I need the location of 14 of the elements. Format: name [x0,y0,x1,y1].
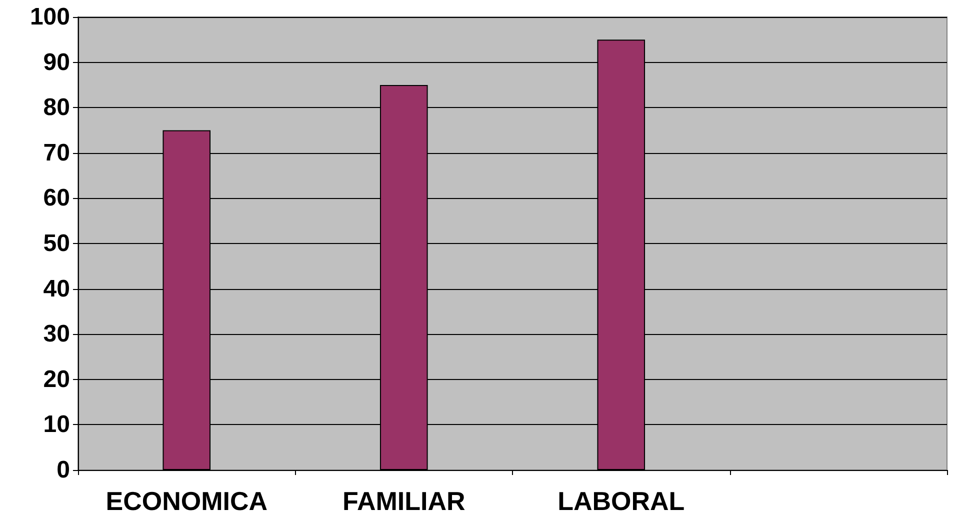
x-tick-label: FAMILIAR [342,486,466,516]
y-tick-label: 60 [43,184,70,212]
y-tick-label: 40 [43,275,70,302]
y-tick-label: 100 [30,4,70,30]
y-tick-label: 10 [43,411,70,438]
y-tick-label: 0 [56,456,70,484]
y-tick-label: 50 [43,230,70,257]
y-tick-label: 80 [43,94,70,122]
x-tick-label: LABORAL [558,486,685,516]
y-tick-label: 30 [43,320,70,348]
y-tick-label: 20 [43,366,70,393]
y-tick-label: 90 [43,48,70,76]
y-tick-label: 70 [43,139,70,166]
x-tick-label: ECONOMICA [106,486,268,516]
